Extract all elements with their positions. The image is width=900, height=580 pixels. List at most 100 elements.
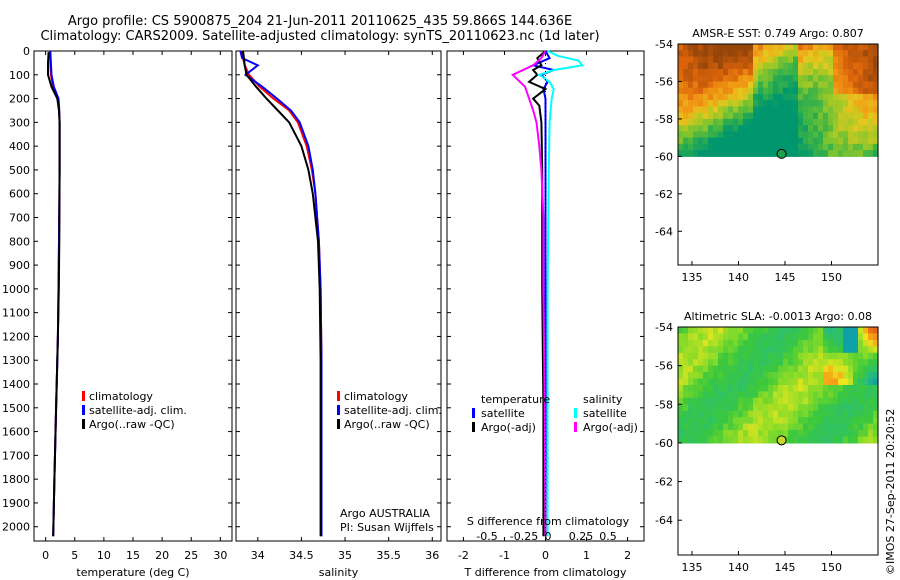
y-tick-label: 1300 xyxy=(2,354,30,367)
heatmap-cell xyxy=(848,410,854,418)
heatmap-cell xyxy=(778,327,784,334)
heatmap-cell xyxy=(758,359,764,367)
heatmap-cell xyxy=(843,69,849,76)
heatmap-cell xyxy=(758,391,764,399)
heatmap-cell xyxy=(678,430,684,438)
heatmap-cell xyxy=(778,112,784,120)
heatmap-cell xyxy=(748,391,754,399)
heatmap-cell xyxy=(768,125,774,132)
heatmap-cell xyxy=(733,339,739,347)
heatmap-cell xyxy=(688,365,694,373)
heatmap-cell xyxy=(793,44,799,51)
heatmap-cell xyxy=(698,372,704,380)
heatmap-cell xyxy=(723,339,729,347)
heatmap-cell xyxy=(873,430,879,438)
heatmap-cell xyxy=(853,436,859,444)
heatmap-cell xyxy=(723,143,729,151)
map-y-tick-label: -54 xyxy=(655,38,673,51)
heatmap-cell xyxy=(798,75,804,82)
heatmap-cell xyxy=(853,56,859,64)
heatmap-cell xyxy=(778,87,784,95)
heatmap-cell xyxy=(683,50,689,57)
heatmap-cell xyxy=(808,436,814,444)
heatmap-cell xyxy=(698,44,704,51)
heatmap-cell xyxy=(843,372,849,380)
heatmap-cell xyxy=(708,44,714,51)
heatmap-cell xyxy=(803,385,809,392)
heatmap-cell xyxy=(718,81,724,89)
heatmap-cell xyxy=(713,56,719,64)
heatmap-cell xyxy=(758,75,764,82)
heatmap-cell xyxy=(858,378,864,386)
heatmap-cell xyxy=(823,69,829,76)
heatmap-cell xyxy=(678,75,684,82)
heatmap-cell xyxy=(858,150,864,157)
heatmap-cell xyxy=(823,391,829,399)
heatmap-cell xyxy=(703,346,709,354)
heatmap-cell xyxy=(683,327,689,334)
heatmap-cell xyxy=(863,327,869,334)
heatmap-cell xyxy=(678,378,684,386)
heatmap-cell xyxy=(768,137,774,145)
x2-tick-label: 0.5 xyxy=(599,530,617,543)
heatmap-cell xyxy=(753,150,759,157)
heatmap-cell xyxy=(718,118,724,126)
heatmap-cell xyxy=(738,339,744,347)
heatmap-cell xyxy=(818,365,824,373)
heatmap-cell xyxy=(683,150,689,157)
heatmap-cell xyxy=(788,339,794,347)
heatmap-cell xyxy=(763,430,769,438)
heatmap-cell xyxy=(768,81,774,89)
heatmap-cell xyxy=(838,365,844,373)
heatmap-cell xyxy=(863,50,869,57)
heatmap-cell xyxy=(808,346,814,354)
heatmap-cell xyxy=(833,62,839,70)
heatmap-cell xyxy=(693,359,699,367)
argo-location-marker xyxy=(776,148,787,159)
heatmap-cell xyxy=(863,339,869,347)
heatmap-cell xyxy=(703,50,709,57)
heatmap-cell xyxy=(863,56,869,64)
heatmap-cell xyxy=(803,131,809,139)
heatmap-cell xyxy=(768,352,774,360)
heatmap-cell xyxy=(733,112,739,120)
heatmap-field-0 xyxy=(678,44,879,157)
heatmap-cell xyxy=(683,87,689,95)
heatmap-cell xyxy=(728,359,734,367)
heatmap-cell xyxy=(763,143,769,151)
heatmap-cell xyxy=(733,125,739,132)
heatmap-cell xyxy=(803,93,809,101)
map-x-tick-label: 145 xyxy=(774,271,795,284)
heatmap-cell xyxy=(743,69,749,76)
heatmap-cell xyxy=(838,359,844,367)
heatmap-cell xyxy=(793,372,799,380)
heatmap-cell xyxy=(793,125,799,132)
heatmap-cell xyxy=(863,81,869,89)
heatmap-cell xyxy=(698,333,704,341)
heatmap-cell xyxy=(808,339,814,347)
heatmap-cell xyxy=(698,410,704,418)
heatmap-cell xyxy=(758,56,764,64)
heatmap-cell xyxy=(788,346,794,354)
heatmap-cell xyxy=(738,404,744,412)
heatmap-cell xyxy=(873,397,879,405)
heatmap-cell xyxy=(793,93,799,101)
heatmap-cell xyxy=(698,118,704,126)
heatmap-cell xyxy=(873,100,879,107)
heatmap-cell xyxy=(723,56,729,64)
heatmap-cell xyxy=(853,100,859,107)
heatmap-cell xyxy=(733,93,739,101)
heatmap-cell xyxy=(848,346,854,354)
heatmap-cell xyxy=(728,131,734,139)
map-x-tick-label: 150 xyxy=(821,561,842,574)
heatmap-cell xyxy=(708,423,714,431)
heatmap-cell xyxy=(723,391,729,399)
heatmap-cell xyxy=(853,385,859,392)
heatmap-cell xyxy=(708,385,714,392)
heatmap-cell xyxy=(833,417,839,425)
heatmap-cell xyxy=(848,327,854,334)
heatmap-cell xyxy=(808,62,814,70)
heatmap-cell xyxy=(863,75,869,82)
y-tick-label: 100 xyxy=(9,69,30,82)
heatmap-cell xyxy=(738,75,744,82)
